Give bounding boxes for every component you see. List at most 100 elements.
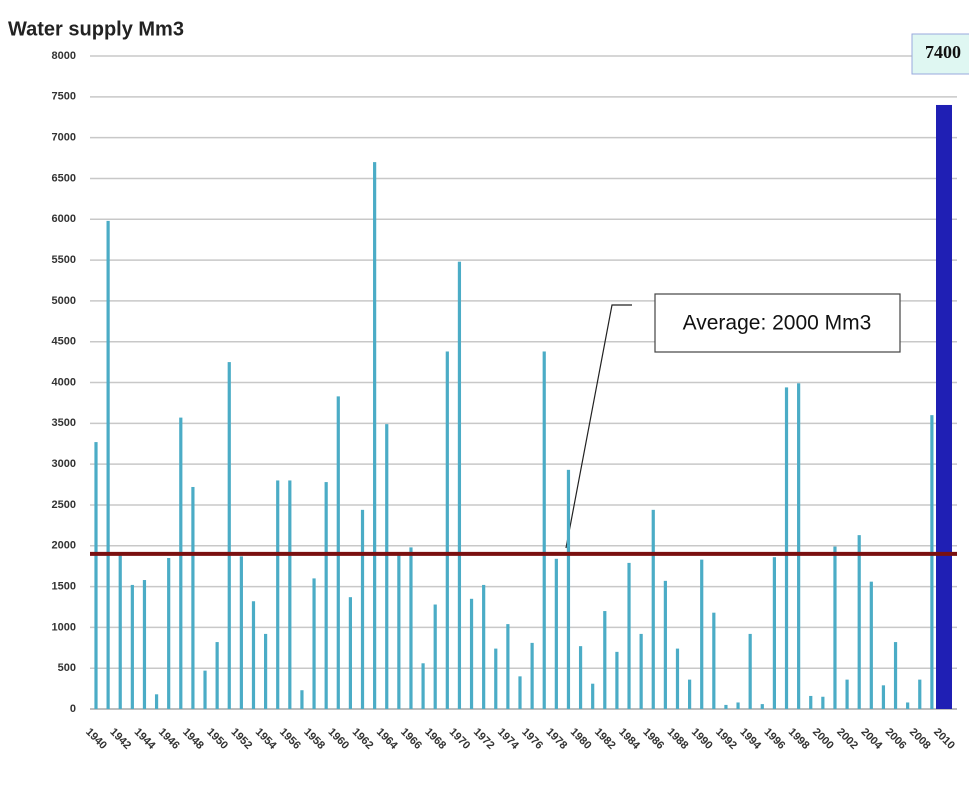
x-tick-label: 1944	[132, 726, 158, 752]
annotation: Average: 2000 Mm3	[683, 312, 872, 335]
x-tick-label: 1968	[422, 726, 448, 752]
bar	[700, 559, 704, 709]
x-tick-label: 2000	[810, 726, 836, 752]
bar	[930, 415, 934, 709]
bar	[154, 694, 159, 709]
bar	[772, 557, 776, 709]
x-tick-label: 1946	[156, 726, 182, 752]
bar	[566, 469, 571, 709]
bar	[215, 642, 219, 709]
y-tick-label: 5000	[52, 295, 76, 307]
bar	[821, 696, 825, 709]
value-label: 7400	[925, 42, 961, 62]
x-tick-label: 1956	[277, 726, 303, 752]
bar	[797, 383, 801, 709]
x-tick-label: 1952	[229, 726, 255, 752]
bar	[542, 351, 546, 709]
x-tick-label: 1976	[519, 726, 545, 752]
bar	[312, 578, 316, 709]
bar	[833, 546, 837, 709]
x-tick-label: 1950	[204, 726, 230, 752]
x-tick-label: 1998	[786, 726, 812, 752]
bar	[300, 690, 304, 709]
bar	[506, 624, 510, 709]
bar	[724, 704, 728, 709]
bar	[615, 651, 619, 709]
bar	[348, 597, 352, 709]
bar	[651, 509, 655, 709]
x-tick-label: 1974	[495, 726, 521, 752]
x-tick-label: 2008	[907, 726, 933, 752]
bar	[239, 556, 243, 709]
x-tick-label: 1940	[83, 726, 109, 752]
y-tick-label: 6500	[52, 172, 76, 184]
bar	[433, 604, 437, 709]
bar	[936, 104, 952, 710]
bar	[578, 646, 583, 709]
x-tick-label: 2010	[931, 726, 957, 752]
x-tick-label: 1966	[398, 726, 424, 752]
bar	[276, 480, 280, 709]
x-tick-label: 1996	[762, 726, 788, 752]
y-tick-label: 500	[58, 662, 76, 674]
y-tick-label: 2000	[52, 540, 76, 552]
chart-title: Water supply Mm3	[8, 18, 184, 40]
bar	[106, 220, 110, 709]
bar	[142, 580, 147, 709]
y-tick-label: 8000	[52, 50, 76, 62]
bar	[591, 683, 595, 709]
y-tick-label: 7500	[52, 91, 76, 103]
x-tick-label: 1964	[374, 726, 400, 752]
value-label-box	[911, 33, 969, 75]
x-tick-label: 1978	[544, 726, 570, 752]
bar	[191, 486, 195, 709]
leader-line	[565, 304, 632, 549]
x-tick-label: 2004	[858, 726, 884, 752]
bar	[457, 261, 462, 709]
bar	[688, 679, 692, 709]
x-tick-label: 1988	[665, 726, 691, 752]
bar	[845, 679, 849, 709]
bar	[94, 442, 98, 709]
bar	[130, 584, 134, 709]
bar	[675, 648, 680, 709]
bar	[627, 562, 631, 709]
bar	[639, 633, 643, 709]
bar	[324, 482, 328, 709]
bar	[857, 535, 861, 709]
x-tick-label: 1954	[253, 726, 279, 752]
bar	[784, 387, 789, 709]
y-tick-label: 5500	[52, 254, 76, 266]
x-tick-label: 1986	[640, 726, 666, 752]
bar	[227, 362, 231, 709]
bar	[167, 557, 171, 709]
x-tick-label: 1984	[616, 726, 642, 752]
x-tick-label: 1972	[471, 726, 497, 752]
x-tick-label: 1942	[107, 726, 133, 752]
x-tick-label: 1980	[568, 726, 594, 752]
bar	[360, 509, 365, 709]
bar	[530, 642, 534, 709]
bar	[421, 663, 425, 709]
bar	[881, 685, 886, 709]
bar	[712, 612, 716, 709]
y-tick-label: 7000	[52, 132, 76, 144]
bar	[869, 581, 873, 709]
y-tick-label: 3500	[52, 417, 76, 429]
y-tick-label: 6000	[52, 213, 76, 225]
x-tick-label: 1992	[713, 726, 739, 752]
bar	[603, 611, 607, 709]
bar	[445, 351, 449, 709]
x-tick-label: 2006	[883, 726, 909, 752]
bar	[736, 702, 740, 709]
x-tick-label: 1990	[689, 726, 715, 752]
bar	[179, 417, 183, 709]
y-tick-label: 1500	[52, 580, 76, 592]
bar	[809, 695, 813, 709]
bar	[397, 553, 401, 709]
annotation-box	[654, 293, 901, 353]
bar	[409, 547, 413, 709]
bar	[748, 633, 752, 709]
x-tick-label: 2002	[834, 726, 860, 752]
bar	[918, 679, 922, 709]
